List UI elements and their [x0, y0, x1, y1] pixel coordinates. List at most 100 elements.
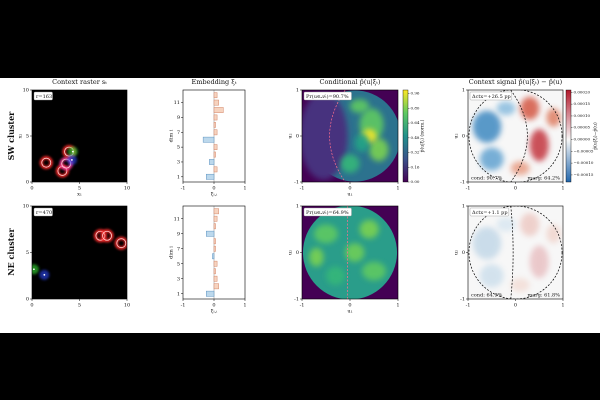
point [41, 157, 52, 168]
colorbar-label: p̂(u|ξₜ)−p̂(u) [592, 122, 599, 150]
bar [206, 230, 215, 237]
density-blob [350, 99, 370, 113]
colorbar-tick-label: 0.00005 [574, 125, 591, 130]
density-blob [472, 226, 502, 260]
panel-title: Context signal p̂(u|ξₜ) − p̂(u) [469, 77, 563, 86]
y-tick-label: 0 [26, 297, 29, 303]
y-tick-label: 5 [177, 261, 180, 267]
x-tick-label: -1 [466, 186, 471, 192]
annotation-box [469, 91, 512, 101]
x-tick-label: 0 [514, 186, 517, 192]
annotation: Δctx=+1.1 pp [472, 210, 508, 216]
bar [213, 144, 218, 150]
density-blob [314, 224, 338, 244]
plot-area [32, 206, 127, 299]
y-axis-label: dim i [169, 129, 175, 142]
y-tick-label: 11 [174, 100, 180, 106]
colorbar [565, 89, 572, 183]
annotation: r=470 [36, 210, 52, 216]
density-blob [546, 224, 561, 244]
glow [32, 264, 39, 275]
y-tick-label: 1 [296, 88, 299, 94]
y-tick-label: 10 [23, 204, 29, 210]
density-blob [302, 92, 348, 180]
y-axis-label: u₂ [288, 133, 294, 138]
y-tick-label: 0 [296, 250, 299, 256]
colorbar-label: p̂(u|ξₜ) (norm.) [419, 119, 426, 152]
region-boundary [468, 90, 563, 182]
density-blob [510, 161, 530, 176]
y-tick-label: 0 [462, 250, 465, 256]
density-blob [546, 108, 561, 127]
y-tick-label: 5 [26, 250, 29, 256]
colorbar [402, 89, 409, 183]
bar [213, 92, 218, 99]
panel-title: Embedding ξₜ [192, 78, 237, 86]
panel-title: Conditional p̂(u|ξₜ) [320, 77, 381, 86]
bar [213, 283, 219, 290]
density-blob [326, 266, 346, 286]
annotation: Δctx=+26.5 pp [472, 94, 511, 100]
x-tick-label: 10 [124, 303, 130, 309]
point [33, 268, 35, 271]
bar [213, 275, 218, 282]
plot-area [302, 90, 398, 182]
y-axis-label: u₂ [288, 250, 294, 255]
x-tick-label: 0 [212, 303, 215, 309]
x-tick-label: 0 [30, 186, 33, 192]
density-blob [354, 133, 370, 153]
bar [213, 151, 216, 158]
colorbar-tick-label: 0.32 [411, 150, 420, 155]
plot-area [468, 206, 563, 299]
annotation: Pr(u∈𝒜ₜ)=90.7% [306, 93, 349, 100]
x-tick-label: 1 [561, 186, 564, 192]
x-tick-label: -1 [300, 303, 305, 309]
colorbar-tick-label: 0.64 [411, 120, 420, 125]
y-tick-label: -1 [294, 180, 299, 186]
bar [213, 208, 219, 215]
bar [213, 260, 218, 267]
density-blob [520, 96, 540, 120]
y-tick-label: 1 [462, 204, 465, 210]
y-tick-label: 11 [174, 216, 180, 222]
bar [213, 122, 216, 128]
bar [206, 173, 215, 180]
x-axis-label: ξₜ,ᵢ [211, 192, 218, 198]
colorbar-tick-label: −0.00010 [574, 160, 594, 165]
colorbar-tick-label: 0.96 [411, 91, 420, 96]
bar [213, 99, 219, 106]
x-tick-label: 1 [396, 303, 399, 309]
bar [209, 159, 215, 165]
bar [213, 129, 218, 136]
row-label: SW cluster [6, 111, 16, 161]
point [71, 150, 74, 153]
density-blob [496, 101, 516, 116]
density-blob [309, 247, 324, 267]
y-axis-label: u₂ [454, 133, 460, 138]
bar [213, 223, 216, 230]
bar [213, 166, 218, 173]
x-tick-label: 1 [243, 186, 246, 192]
colorbar-tick-label: −0.00005 [574, 148, 594, 153]
y-tick-label: -1 [294, 297, 299, 303]
colorbar-tick-label: 0.00 [411, 179, 420, 184]
y-axis-label: u₂ [454, 250, 460, 255]
x-axis-label: u₁ [347, 192, 352, 198]
bar [213, 238, 216, 245]
raster-background [32, 206, 127, 299]
y-tick-label: 3 [177, 159, 180, 165]
row-label: NE cluster [6, 228, 16, 276]
note: marg: 61.8% [528, 293, 561, 299]
colorbar-tick-label: 0.00010 [574, 113, 591, 118]
bottom-band [0, 333, 600, 400]
bar [213, 107, 224, 113]
y-tick-label: -1 [460, 180, 465, 186]
density-blob [529, 129, 549, 162]
x-tick-label: 0 [348, 186, 351, 192]
bar [213, 215, 218, 222]
point [116, 238, 127, 249]
plot-area [468, 90, 563, 182]
x-tick-label: 1 [561, 303, 564, 309]
x-tick-label: -1 [466, 303, 471, 309]
